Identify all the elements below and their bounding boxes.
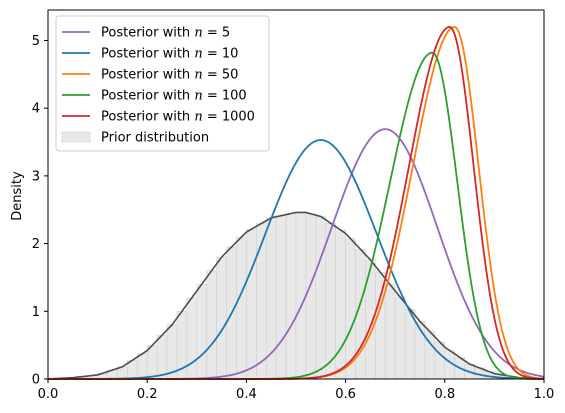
legend-label-2: Posterior with n = 10 (101, 47, 238, 62)
x-tick-label: 0.0 (38, 387, 59, 402)
y-tick-label: 0 (32, 373, 40, 388)
prior-histogram-bar (136, 353, 148, 380)
prior-histogram-bar (146, 345, 158, 380)
prior-histogram-bar (335, 229, 346, 380)
prior-histogram-bar (206, 270, 217, 380)
legend-label-4: Posterior with n = 100 (101, 89, 247, 104)
prior-histogram-bar (434, 341, 446, 380)
prior-histogram-bar (315, 216, 327, 380)
legend-label-prior: Prior distribution (101, 131, 209, 146)
plot-frame (47, 9, 545, 380)
prior-histogram-bar (305, 213, 317, 380)
prior-histogram-bar (186, 297, 198, 380)
legend-label-5: Posterior with n = 1000 (101, 110, 255, 125)
x-tick-label: 0.6 (335, 387, 356, 402)
prior-histogram-bar (236, 236, 247, 380)
prior-histogram-bar (295, 212, 307, 380)
y-tick-label: 2 (32, 237, 40, 252)
legend-label-3: Posterior with n = 50 (101, 68, 238, 83)
prior-histogram-bar (156, 334, 168, 380)
y-tick-label: 3 (32, 169, 40, 184)
y-tick-label: 5 (32, 34, 40, 49)
prior-histogram-bar (394, 296, 406, 380)
prior-histogram-bar (265, 217, 277, 380)
legend: Posterior with n = 5 Posterior with n = 1… (55, 15, 270, 152)
x-tick-label: 0.4 (236, 387, 257, 402)
prior-histogram-bar (325, 222, 336, 380)
prior-histogram-bar (216, 256, 227, 380)
y-axis-label: Density (10, 171, 25, 221)
x-tick-label: 0.8 (434, 387, 455, 402)
y-tick-label: 4 (32, 102, 40, 117)
legend-box (55, 15, 270, 152)
x-axis: 0.0 0.2 0.4 0.6 0.8 1.0 (38, 379, 555, 402)
y-axis: 0 1 2 3 4 5 (32, 34, 48, 388)
prior-histogram-bar (285, 213, 297, 380)
legend-label-1: Posterior with n = 5 (101, 26, 230, 41)
prior-density-line (47, 211, 545, 380)
prior-histogram-bar (275, 215, 287, 380)
prior-histogram-bar (196, 283, 208, 380)
prior-histogram-bar (375, 271, 386, 380)
y-tick-label: 1 (32, 305, 40, 320)
prior-histogram-bar (246, 228, 257, 380)
x-tick-label: 0.2 (137, 387, 158, 402)
x-tick-label: 1.0 (534, 387, 555, 402)
legend-swatch-prior (61, 131, 91, 143)
prior-histogram-bar (384, 284, 396, 380)
